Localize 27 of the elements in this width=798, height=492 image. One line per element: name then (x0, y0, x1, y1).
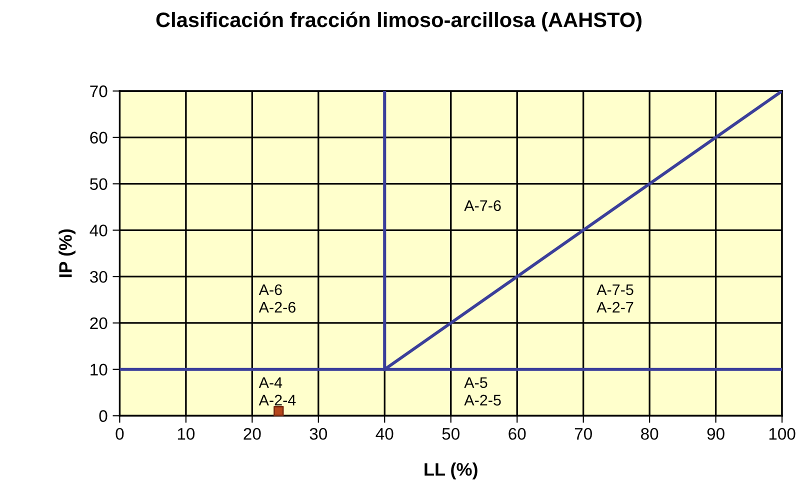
y-tick-label: 20 (90, 317, 108, 330)
x-axis-title: LL (%) (424, 462, 478, 480)
annotation: A-4 A-2-4 (258, 377, 296, 406)
x-tick-label: 60 (508, 428, 526, 440)
chart-title: Clasificación fracción limoso-arcillosa (AAHSTO) (156, 12, 642, 32)
y-axis-title: IP (%) (58, 229, 76, 278)
x-tick-label: 90 (707, 428, 724, 440)
annotation: A-7-5 A-2-7 (596, 284, 634, 313)
y-tick-label: 50 (90, 178, 108, 190)
y-tick-label: 0 (99, 410, 108, 422)
y-tick-label: 40 (90, 224, 108, 236)
y-tick-label: 60 (90, 132, 108, 144)
x-tick-label: 100 (769, 428, 796, 440)
x-tick-label: 20 (244, 428, 261, 440)
x-tick-label: 80 (641, 428, 658, 440)
x-tick-label: 70 (574, 428, 592, 440)
x-tick-label: 0 (116, 428, 124, 440)
annotation: A-7-6 (464, 200, 501, 212)
annotation: A-6 A-2-6 (258, 284, 296, 313)
y-tick-label: 70 (90, 85, 108, 98)
x-tick-label: 10 (178, 428, 195, 440)
y-tick-label: 30 (90, 270, 108, 283)
y-tick-label: 10 (90, 364, 108, 376)
x-tick-label: 30 (310, 428, 328, 440)
annotation: A-5 A-2-5 (464, 377, 501, 406)
x-tick-label: 40 (376, 428, 394, 440)
x-tick-label: 50 (442, 428, 460, 440)
